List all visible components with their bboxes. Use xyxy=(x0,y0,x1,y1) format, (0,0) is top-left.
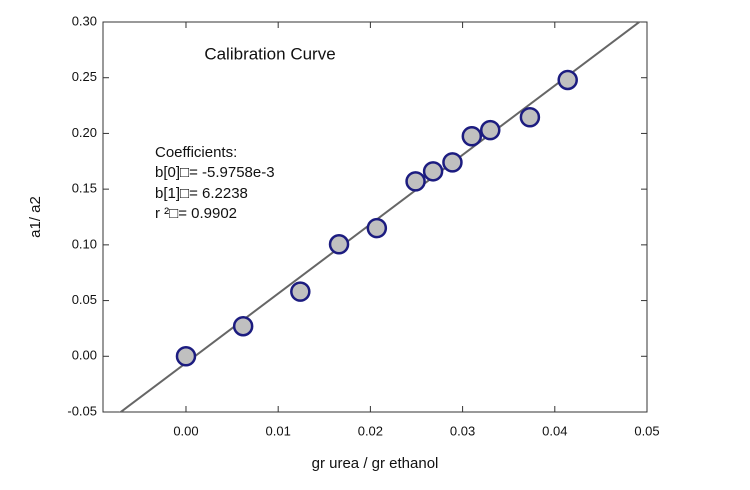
x-tick-label: 0.05 xyxy=(634,423,659,438)
x-axis-label: gr urea / gr ethanol xyxy=(312,455,439,472)
data-point xyxy=(232,315,254,337)
data-point xyxy=(557,69,578,91)
y-tick-label: 0.05 xyxy=(72,292,97,307)
x-tick-label: 0.04 xyxy=(542,423,567,438)
y-tick-label: 0.20 xyxy=(72,125,97,140)
data-point xyxy=(290,281,311,302)
annotation: Coefficients: xyxy=(155,144,237,161)
data-point xyxy=(175,346,197,367)
data-point xyxy=(519,107,541,128)
y-tick-label: 0.00 xyxy=(72,348,97,363)
data-point xyxy=(442,152,463,173)
data-point xyxy=(461,125,483,147)
y-tick-label: 0.15 xyxy=(72,181,97,196)
y-axis-label: a1/ a2 xyxy=(27,196,44,238)
x-tick-label: 0.01 xyxy=(266,423,291,438)
x-tick-label: 0.02 xyxy=(358,423,383,438)
data-point xyxy=(405,171,426,192)
plot-frame xyxy=(102,21,648,413)
data-point xyxy=(422,161,444,182)
x-tick-label: 0.00 xyxy=(173,423,198,438)
y-tick-label: 0.30 xyxy=(72,13,97,28)
annotation: b[0]□= -5.9758e-3 xyxy=(155,164,275,181)
data-point xyxy=(366,217,388,239)
chart-title: Calibration Curve xyxy=(204,44,335,63)
y-tick-label: 0.10 xyxy=(72,236,97,251)
annotation: b[1]□= 6.2238 xyxy=(155,185,248,202)
data-point xyxy=(480,119,501,141)
y-tick-label: 0.25 xyxy=(72,69,97,84)
data-point xyxy=(328,234,350,255)
annotation: r ²□= 0.9902 xyxy=(155,205,237,222)
y-tick-label: -0.05 xyxy=(67,403,97,418)
x-tick-label: 0.03 xyxy=(450,423,475,438)
